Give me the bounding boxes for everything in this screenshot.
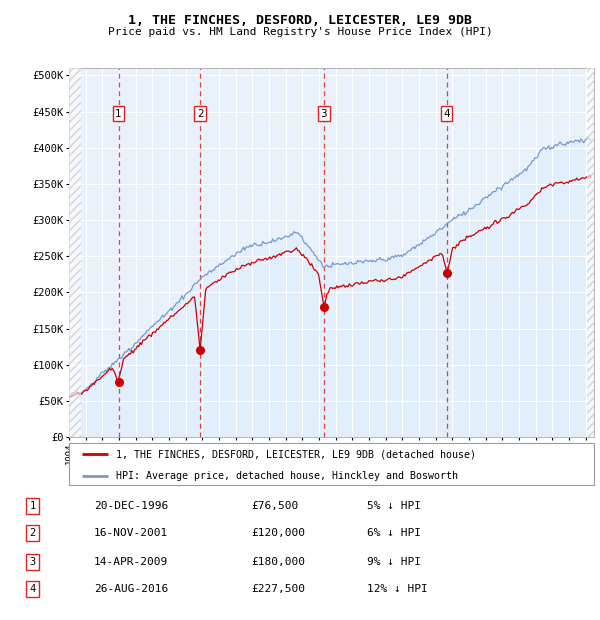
Text: 14-APR-2009: 14-APR-2009	[94, 557, 168, 567]
Text: £76,500: £76,500	[251, 501, 298, 511]
Text: 2: 2	[197, 108, 203, 119]
Text: 3: 3	[320, 108, 327, 119]
Text: £120,000: £120,000	[251, 528, 305, 538]
Text: 1, THE FINCHES, DESFORD, LEICESTER, LE9 9DB (detached house): 1, THE FINCHES, DESFORD, LEICESTER, LE9 …	[116, 450, 476, 459]
Text: 3: 3	[29, 557, 35, 567]
Bar	[587, 68, 594, 437]
Text: 16-NOV-2001: 16-NOV-2001	[94, 528, 168, 538]
Text: £227,500: £227,500	[251, 584, 305, 594]
Text: 20-DEC-1996: 20-DEC-1996	[94, 501, 168, 511]
Text: 2: 2	[29, 528, 35, 538]
Text: 1: 1	[115, 108, 122, 119]
Text: 12% ↓ HPI: 12% ↓ HPI	[367, 584, 428, 594]
Text: £180,000: £180,000	[251, 557, 305, 567]
Text: 6% ↓ HPI: 6% ↓ HPI	[367, 528, 421, 538]
Text: 4: 4	[443, 108, 450, 119]
Text: 5% ↓ HPI: 5% ↓ HPI	[367, 501, 421, 511]
Text: 9% ↓ HPI: 9% ↓ HPI	[367, 557, 421, 567]
Text: HPI: Average price, detached house, Hinckley and Bosworth: HPI: Average price, detached house, Hinc…	[116, 471, 458, 480]
Text: 4: 4	[29, 584, 35, 594]
Text: 1: 1	[29, 501, 35, 511]
Text: 1, THE FINCHES, DESFORD, LEICESTER, LE9 9DB: 1, THE FINCHES, DESFORD, LEICESTER, LE9 …	[128, 14, 472, 27]
Bar	[69, 68, 80, 437]
Text: 26-AUG-2016: 26-AUG-2016	[94, 584, 168, 594]
Text: Price paid vs. HM Land Registry's House Price Index (HPI): Price paid vs. HM Land Registry's House …	[107, 27, 493, 37]
